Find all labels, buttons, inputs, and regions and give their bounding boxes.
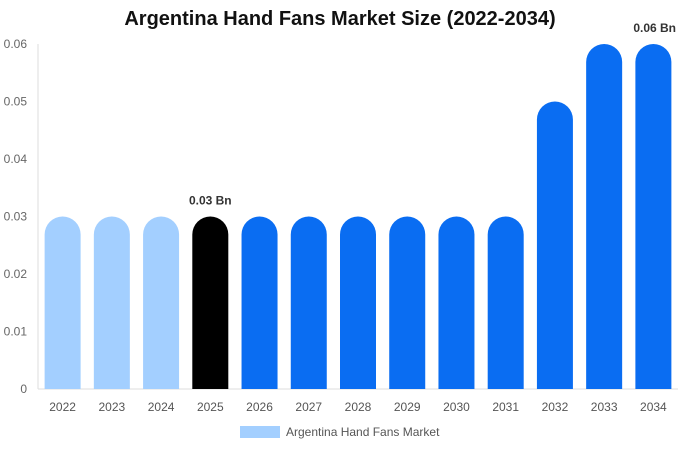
bar <box>536 101 573 389</box>
y-tick-label: 0.04 <box>4 152 28 166</box>
x-tick-label: 2025 <box>197 400 224 414</box>
x-tick-label: 2029 <box>394 400 421 414</box>
x-tick-label: 2028 <box>345 400 372 414</box>
x-tick-label: 2030 <box>443 400 470 414</box>
bar <box>487 216 524 389</box>
y-tick-label: 0.05 <box>4 95 28 109</box>
chart-title: Argentina Hand Fans Market Size (2022-20… <box>124 8 556 30</box>
y-tick-label: 0.01 <box>4 325 28 339</box>
data-label: 0.03 Bn <box>189 194 232 208</box>
bar <box>586 44 623 389</box>
x-tick-label: 2023 <box>98 400 125 414</box>
bar <box>44 216 81 389</box>
x-tick-label: 2034 <box>640 400 667 414</box>
x-tick-label: 2024 <box>148 400 175 414</box>
bar <box>340 216 376 389</box>
y-tick-label: 0.03 <box>4 210 28 224</box>
bar <box>635 44 672 389</box>
x-tick-label: 2027 <box>295 400 322 414</box>
legend-label: Argentina Hand Fans Market <box>286 425 440 439</box>
y-tick-label: 0.02 <box>4 267 28 281</box>
y-tick-label: 0 <box>20 382 27 396</box>
x-tick-label: 2033 <box>591 400 618 414</box>
bar <box>438 216 475 389</box>
legend-swatch <box>240 426 280 438</box>
bar <box>389 216 426 389</box>
y-tick-label: 0.06 <box>4 37 28 51</box>
data-label: 0.06 Bn <box>633 21 676 35</box>
x-tick-label: 2022 <box>49 400 76 414</box>
bar <box>290 216 327 389</box>
legend[interactable]: Argentina Hand Fans Market <box>240 425 439 439</box>
x-tick-label: 2026 <box>246 400 273 414</box>
bar <box>192 216 229 389</box>
x-tick-label: 2031 <box>492 400 519 414</box>
x-tick-label: 2032 <box>542 400 569 414</box>
bar <box>241 216 278 389</box>
bar <box>93 216 130 389</box>
bar <box>143 216 180 389</box>
